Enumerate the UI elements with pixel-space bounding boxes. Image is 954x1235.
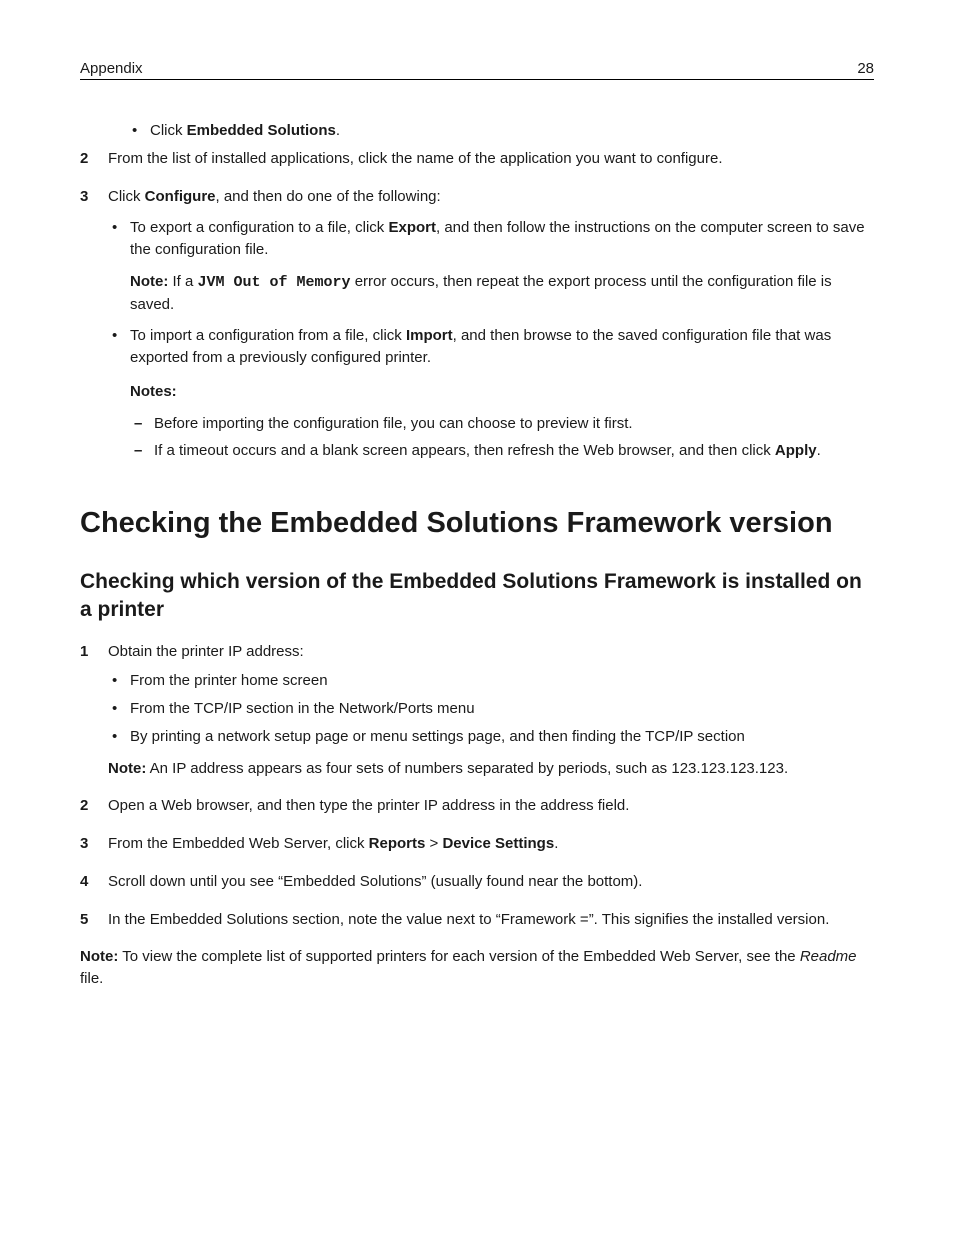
- list-item: Click Embedded Solutions.: [128, 120, 874, 142]
- step-number: 1: [80, 641, 88, 663]
- note-label: Note:: [130, 273, 168, 290]
- text: Before importing the configuration file,…: [154, 415, 633, 432]
- text: By printing a network setup page or menu…: [130, 728, 745, 745]
- note-label: Note:: [108, 760, 146, 777]
- text: Open a Web browser, and then type the pr…: [108, 797, 629, 814]
- text: From the printer home screen: [130, 672, 328, 689]
- list-item: 2 From the list of installed application…: [80, 148, 874, 170]
- sub-bullet-list: To export a configuration to a file, cli…: [108, 217, 874, 462]
- text: From the list of installed applications,…: [108, 150, 723, 167]
- text: To import a configuration from a file, c…: [130, 327, 406, 344]
- text: If a timeout occurs and a blank screen a…: [154, 442, 775, 459]
- pre-bullet-block: Click Embedded Solutions.: [128, 120, 874, 142]
- text: Scroll down until you see “Embedded Solu…: [108, 873, 642, 890]
- bold-text: Embedded Solutions: [187, 122, 336, 139]
- bold-text: Reports: [369, 835, 426, 852]
- mono-text: JVM Out of Memory: [198, 274, 351, 291]
- list-item: 4 Scroll down until you see “Embedded So…: [80, 871, 874, 893]
- text: , and then do one of the following:: [216, 188, 441, 205]
- list-item: 1 Obtain the printer IP address: From th…: [80, 641, 874, 780]
- bold-text: Device Settings: [442, 835, 554, 852]
- step-number: 3: [80, 186, 88, 208]
- step-number: 2: [80, 795, 88, 817]
- text: .: [336, 122, 340, 139]
- page-content: Click Embedded Solutions. 2 From the lis…: [80, 120, 874, 990]
- notes-heading: Notes:: [130, 381, 874, 403]
- text: From the TCP/IP section in the Network/P…: [130, 700, 475, 717]
- text: An IP address appears as four sets of nu…: [146, 760, 788, 777]
- list-item: 5 In the Embedded Solutions section, not…: [80, 909, 874, 931]
- note-block: Note: An IP address appears as four sets…: [108, 758, 874, 780]
- section-heading: Checking the Embedded Solutions Framewor…: [80, 502, 874, 544]
- text: .: [554, 835, 558, 852]
- note-label: Note:: [80, 948, 118, 965]
- list-item: To import a configuration from a file, c…: [108, 325, 874, 462]
- final-note: Note: To view the complete list of suppo…: [80, 946, 874, 990]
- header-page-number: 28: [857, 60, 874, 77]
- header-section-label: Appendix: [80, 60, 143, 77]
- text: If a: [168, 273, 197, 290]
- list-item: 3 From the Embedded Web Server, click Re…: [80, 833, 874, 855]
- list-item: From the printer home screen: [108, 670, 874, 692]
- text: From the Embedded Web Server, click: [108, 835, 369, 852]
- sub-bullet-list: From the printer home screen From the TC…: [108, 670, 874, 747]
- list-item: 3 Click Configure, and then do one of th…: [80, 186, 874, 463]
- text: To view the complete list of supported p…: [118, 948, 799, 965]
- text: file.: [80, 970, 103, 987]
- text: .: [817, 442, 821, 459]
- bold-text: Import: [406, 327, 453, 344]
- list-item: Before importing the configuration file,…: [130, 413, 874, 435]
- step-number: 3: [80, 833, 88, 855]
- page-container: Appendix 28 Click Embedded Solutions. 2 …: [0, 0, 954, 1066]
- page-header: Appendix 28: [80, 60, 874, 80]
- text: Obtain the printer IP address:: [108, 643, 304, 660]
- ordered-list-steps: 1 Obtain the printer IP address: From th…: [80, 641, 874, 931]
- text: >: [425, 835, 442, 852]
- bold-text: Apply: [775, 442, 817, 459]
- italic-text: Readme: [800, 948, 857, 965]
- text: In the Embedded Solutions section, note …: [108, 911, 829, 928]
- text: To export a configuration to a file, cli…: [130, 219, 388, 236]
- subsection-heading: Checking which version of the Embedded S…: [80, 568, 874, 625]
- bold-text: Configure: [145, 188, 216, 205]
- list-item: From the TCP/IP section in the Network/P…: [108, 698, 874, 720]
- list-item: 2 Open a Web browser, and then type the …: [80, 795, 874, 817]
- note-block: Note: If a JVM Out of Memory error occur…: [130, 271, 874, 316]
- step-number: 2: [80, 148, 88, 170]
- list-item: If a timeout occurs and a blank screen a…: [130, 440, 874, 462]
- text: Click: [150, 122, 187, 139]
- notes-label: Notes:: [130, 383, 177, 400]
- text: Click: [108, 188, 145, 205]
- list-item: To export a configuration to a file, cli…: [108, 217, 874, 315]
- step-number: 5: [80, 909, 88, 931]
- list-item: By printing a network setup page or menu…: [108, 726, 874, 748]
- dash-list: Before importing the configuration file,…: [130, 413, 874, 463]
- ordered-list-top: 2 From the list of installed application…: [80, 148, 874, 462]
- step-number: 4: [80, 871, 88, 893]
- bold-text: Export: [388, 219, 436, 236]
